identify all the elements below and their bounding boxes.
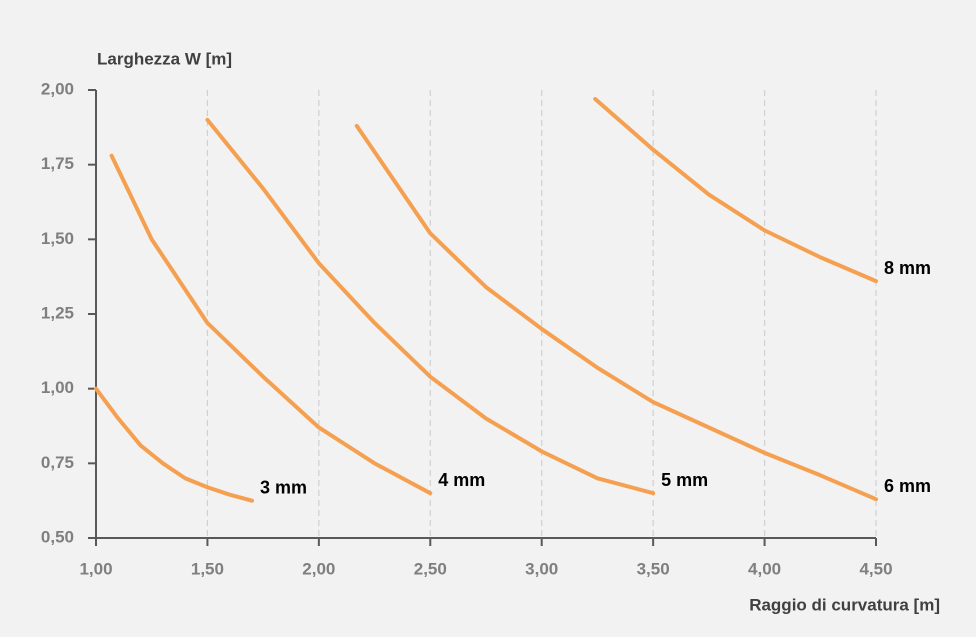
- y-tick-label: 1,25: [41, 303, 74, 322]
- series-label: 3 mm: [260, 477, 307, 497]
- x-tick-label: 4,50: [859, 559, 892, 578]
- series-label: 6 mm: [884, 476, 931, 496]
- y-tick-label: 1,00: [41, 378, 74, 397]
- series-line: [354, 123, 878, 502]
- x-tick-label: 1,00: [79, 559, 112, 578]
- y-tick-label: 1,75: [41, 154, 74, 173]
- y-axis-title: Larghezza W [m]: [97, 49, 232, 68]
- x-tick-label: 2,50: [414, 559, 447, 578]
- series-label: 8 mm: [884, 258, 931, 278]
- x-tick-label: 3,00: [525, 559, 558, 578]
- y-tick-label: 2,00: [41, 79, 74, 98]
- x-tick-label: 4,00: [748, 559, 781, 578]
- y-tick-label: 0,75: [41, 453, 74, 472]
- x-tick-label: 2,00: [302, 559, 335, 578]
- x-axis-title: Raggio di curvatura [m]: [749, 595, 940, 614]
- x-tick-label: 1,50: [191, 559, 224, 578]
- series-line: [109, 153, 433, 496]
- series-line: [593, 96, 878, 284]
- series-label: 4 mm: [438, 470, 485, 490]
- y-tick-label: 0,50: [41, 527, 74, 546]
- series-line: [205, 117, 656, 496]
- y-tick-label: 1,50: [41, 229, 74, 248]
- series-label: 5 mm: [661, 470, 708, 490]
- series-line: [94, 386, 254, 503]
- x-tick-label: 3,50: [637, 559, 670, 578]
